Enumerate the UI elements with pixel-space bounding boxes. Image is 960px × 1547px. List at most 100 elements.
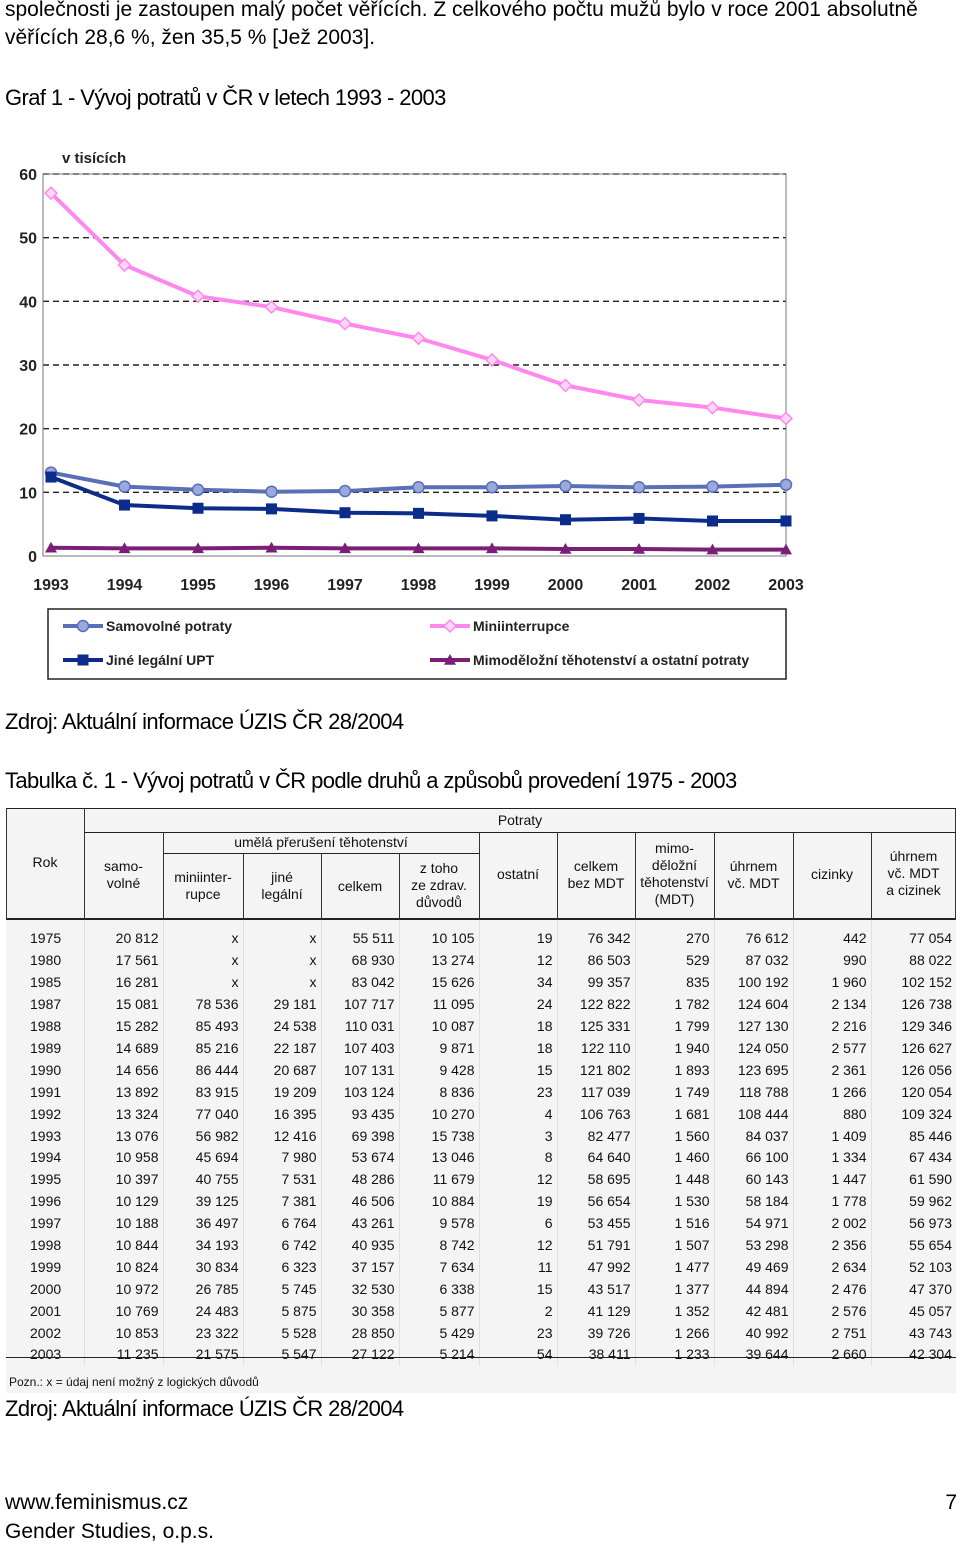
table-cell: 124 050	[713, 1037, 793, 1060]
table-cell: 15 738	[398, 1125, 479, 1148]
table-cell: 107 717	[320, 993, 399, 1016]
table-cell: 52 103	[870, 1256, 956, 1279]
legend-box	[47, 608, 787, 680]
table-cell: 5 528	[242, 1322, 321, 1345]
table-cell: 40 935	[320, 1234, 399, 1257]
legend-label: Jiné legální UPT	[106, 652, 215, 668]
header-jine-legalni: jiné legální	[261, 869, 303, 902]
table-cell: 23 322	[162, 1322, 243, 1345]
data-point	[444, 654, 456, 665]
y-tick-label: 50	[19, 231, 37, 248]
table-cell: 40 992	[713, 1322, 793, 1345]
table-cell: 39 644	[713, 1344, 793, 1366]
table-row: 1985 16 281 x x 83 042 15 626 34 99 357 835 100 1…	[6, 971, 956, 994]
table-cell: 1 233	[634, 1344, 714, 1366]
data-point	[485, 480, 499, 494]
table-cell: 129 346	[870, 1015, 956, 1038]
table-cell: 56 982	[162, 1125, 243, 1148]
data-point	[118, 480, 131, 493]
table-cell: 880	[792, 1103, 871, 1126]
header-divider	[871, 832, 872, 920]
table-cell: 40 755	[162, 1168, 243, 1191]
header-divider	[321, 853, 322, 920]
table-cell-year: 2003	[30, 1346, 62, 1363]
table-cell: 26 785	[162, 1278, 243, 1301]
table-cell-year: 1990	[30, 1061, 62, 1078]
header-celkem-bez-mdt: celkem bez MDT	[567, 858, 625, 891]
table-cell: 1 782	[634, 993, 714, 1016]
table-cell: 1 778	[792, 1190, 871, 1213]
table-cell: 13 274	[398, 950, 479, 972]
footer-url[interactable]: www.feminismus.cz	[5, 1491, 189, 1514]
table-cell: 118 788	[713, 1081, 793, 1104]
table-cell: 6 323	[242, 1256, 321, 1279]
data-point	[778, 411, 794, 426]
table-cell: 8 836	[398, 1081, 479, 1104]
table-cell-year: 1985	[30, 974, 62, 991]
table-cell: 10 824	[83, 1256, 163, 1279]
table-cell: 2	[478, 1300, 557, 1323]
table-cell: 86 503	[556, 950, 635, 972]
table-cell: 11 679	[398, 1168, 479, 1191]
data-point	[45, 471, 57, 483]
data-point	[339, 542, 351, 554]
table-cell: 14 689	[83, 1037, 163, 1060]
table-cell: 122 822	[556, 993, 635, 1016]
header-divider	[399, 853, 400, 920]
data-point	[707, 515, 718, 527]
table-row: 2003 11 235 21 575 5 547 27 122 5 214 54 38 411…	[6, 1344, 956, 1366]
table-cell: 64 640	[556, 1147, 635, 1169]
table-cell: 11 095	[398, 993, 479, 1016]
table-cell: 41 129	[556, 1300, 635, 1323]
table-cell: 10 844	[83, 1234, 163, 1257]
table-cell: 10 853	[83, 1322, 163, 1345]
table-cell: 9 428	[398, 1059, 479, 1082]
table-cell: 16 395	[242, 1103, 321, 1126]
table-row: 2002 10 853 23 322 5 528 28 850 5 429 23 39 726…	[6, 1322, 956, 1345]
table-cell: 123 695	[713, 1059, 793, 1082]
table-cell: 51 791	[556, 1234, 635, 1257]
table-cell: 44 894	[713, 1278, 793, 1301]
table-cell: x	[162, 920, 243, 950]
data-point	[339, 507, 351, 519]
table-cell: 88 022	[870, 950, 956, 972]
data-point	[43, 186, 59, 201]
table-cell: 10 958	[83, 1147, 163, 1169]
table-cell: 76 342	[556, 920, 635, 950]
table-cell: 48 286	[320, 1168, 399, 1191]
header-cizinky: cizinky	[810, 866, 853, 882]
table-cell: 82 477	[556, 1125, 635, 1148]
table-cell: 23	[478, 1322, 557, 1345]
table-cell: 54 971	[713, 1212, 793, 1235]
intro-line-2: věřících 28,6 %, žen 35,5 % [Jež 2003].	[5, 26, 376, 49]
table-cell: 127 130	[713, 1015, 793, 1038]
data-point	[412, 480, 425, 494]
table-cell: 529	[634, 950, 714, 972]
header-rule-1	[84, 832, 956, 833]
table-cell: 59 962	[870, 1190, 956, 1213]
y-tick-label: 20	[19, 422, 37, 439]
table-cell: 11 235	[83, 1344, 163, 1366]
table-cell: 120 054	[870, 1081, 956, 1104]
data-point	[117, 257, 132, 273]
table-cell: 5 214	[398, 1344, 479, 1366]
table-cell: 13 324	[83, 1103, 163, 1126]
table-row: 1997 10 188 36 497 6 764 43 261 9 578 6 53 455 1…	[6, 1212, 956, 1235]
table-cell: 11	[478, 1256, 557, 1279]
table-row: 1996 10 129 39 125 7 381 46 506 10 884 19 56 65…	[6, 1190, 956, 1213]
abortion-table: Rok Potraty samo- volné umělá přerušení …	[6, 808, 956, 1393]
table-cell: 1 530	[634, 1190, 714, 1213]
table-row: 1995 10 397 40 755 7 531 48 286 11 679 12 58 69…	[6, 1168, 956, 1191]
table-cell-year: 2000	[30, 1280, 62, 1297]
table-cell: 49 469	[713, 1256, 793, 1279]
table-cell: 990	[792, 950, 871, 972]
abortion-trend-chart: v tisících 0 10 20 30 40 50 60 1993 1994 1995 1996…	[0, 138, 822, 704]
table-cell: 68 930	[320, 950, 399, 972]
table-cell: 1 447	[792, 1168, 871, 1191]
table-cell: 32 530	[320, 1278, 399, 1301]
data-point	[119, 499, 130, 511]
table-cell: 126 056	[870, 1059, 956, 1082]
header-ostatni: ostatní	[496, 866, 540, 882]
header-umela: umělá přerušení těhotenství	[234, 834, 408, 850]
table-cell-year: 1995	[30, 1171, 62, 1188]
